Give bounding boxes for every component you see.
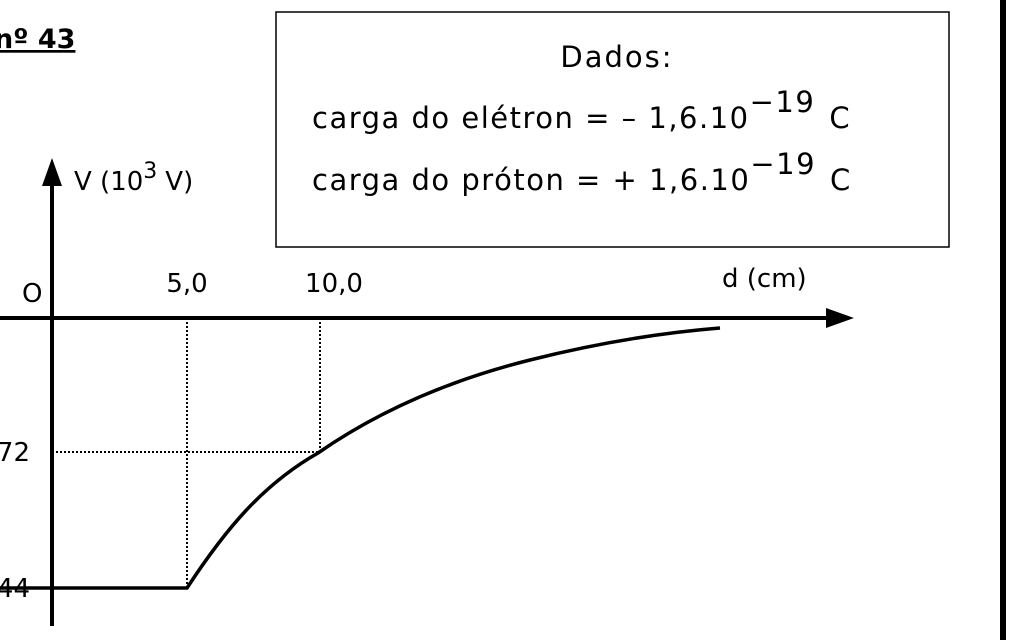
y-axis-label: V (103 V) [74, 159, 193, 197]
electron-charge: carga do elétron = – 1,6.10−19 C [312, 85, 851, 135]
potential-curve [0, 326, 721, 590]
charge-text: carga do elétron = – 1,6.10 [312, 101, 750, 135]
charge-exponent: −19 [750, 85, 816, 119]
charge-unit: C [829, 101, 851, 135]
charge-unit: C [830, 163, 852, 197]
proton-charge: carga do próton = + 1,6.10−19 C [312, 147, 852, 197]
label-exponent: 3 [143, 159, 157, 184]
x-tick-label: 5,0 [166, 269, 207, 299]
x-axis-arrow [826, 308, 854, 328]
label-unit: V) [165, 167, 193, 197]
charge-exponent: −19 [750, 147, 816, 181]
label-text: V (10 [74, 167, 143, 197]
origin-label: O [22, 279, 42, 309]
y-axis-arrow [42, 158, 62, 186]
x-tick-label: 10,0 [305, 269, 363, 299]
charge-text: carga do próton = + 1,6.10 [312, 163, 750, 197]
data-box-title: Dados: [560, 40, 673, 74]
problem-number: nº 43 [0, 24, 75, 55]
y-tick-label: 72 [0, 438, 30, 468]
x-axis-label: d (cm) [722, 264, 807, 294]
data-box [275, 11, 950, 248]
